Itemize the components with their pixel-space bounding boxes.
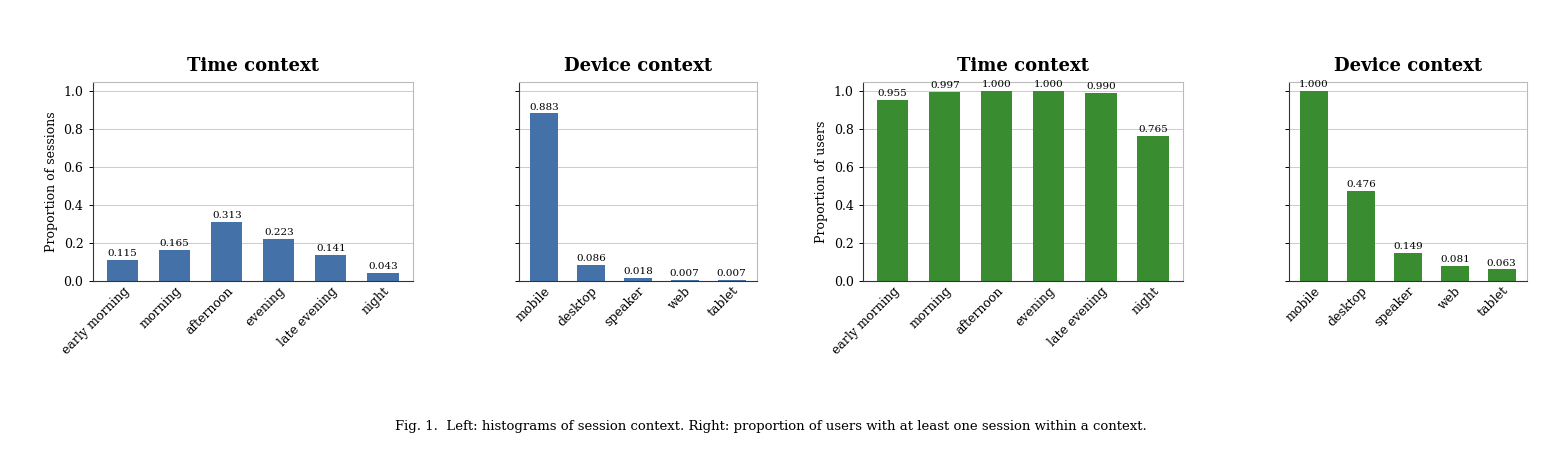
Text: 0.955: 0.955	[877, 89, 908, 98]
Text: 0.141: 0.141	[316, 244, 345, 253]
Text: 1.000: 1.000	[982, 80, 1012, 89]
Bar	[106, 260, 139, 281]
Bar	[315, 255, 347, 281]
Text: 0.149: 0.149	[1392, 242, 1423, 251]
Text: 0.086: 0.086	[577, 254, 606, 263]
Bar	[367, 273, 398, 281]
Text: 0.063: 0.063	[1486, 259, 1517, 267]
Text: 0.476: 0.476	[1346, 180, 1375, 189]
Text: 0.765: 0.765	[1138, 125, 1167, 134]
Text: 0.081: 0.081	[1440, 255, 1470, 264]
Title: Device context: Device context	[1334, 57, 1482, 74]
Text: 0.883: 0.883	[529, 103, 558, 112]
Bar	[1138, 136, 1169, 281]
Text: 0.997: 0.997	[930, 81, 959, 90]
Title: Device context: Device context	[564, 57, 712, 74]
Title: Time context: Time context	[958, 57, 1089, 74]
Bar	[1394, 253, 1422, 281]
Bar	[623, 278, 652, 281]
Text: 1.000: 1.000	[1035, 80, 1064, 89]
Bar	[530, 114, 558, 281]
Bar	[1488, 270, 1516, 281]
Bar	[981, 91, 1013, 281]
Bar	[1086, 93, 1116, 281]
Bar	[1033, 91, 1064, 281]
Y-axis label: Proportion of users: Proportion of users	[816, 120, 828, 243]
Text: Fig. 1.  Left: histograms of session context. Right: proportion of users with at: Fig. 1. Left: histograms of session cont…	[395, 420, 1147, 433]
Text: 0.313: 0.313	[211, 211, 242, 220]
Text: 0.043: 0.043	[369, 262, 398, 271]
Bar	[159, 250, 190, 281]
Text: 0.223: 0.223	[264, 228, 293, 237]
Text: 0.007: 0.007	[717, 269, 746, 278]
Text: 0.007: 0.007	[669, 269, 700, 278]
Text: 0.115: 0.115	[108, 249, 137, 258]
Bar	[577, 265, 604, 281]
Y-axis label: Proportion of sessions: Proportion of sessions	[45, 111, 59, 252]
Text: 0.018: 0.018	[623, 267, 652, 276]
Bar	[717, 280, 746, 281]
Title: Time context: Time context	[187, 57, 319, 74]
Bar	[930, 92, 961, 281]
Text: 0.165: 0.165	[160, 239, 190, 248]
Bar	[264, 239, 295, 281]
Text: 0.990: 0.990	[1086, 82, 1116, 91]
Bar	[1440, 266, 1470, 281]
Bar	[1300, 91, 1328, 281]
Bar	[1346, 191, 1375, 281]
Bar	[211, 222, 242, 281]
Bar	[877, 100, 908, 281]
Bar	[671, 280, 699, 281]
Text: 1.000: 1.000	[1298, 80, 1329, 89]
